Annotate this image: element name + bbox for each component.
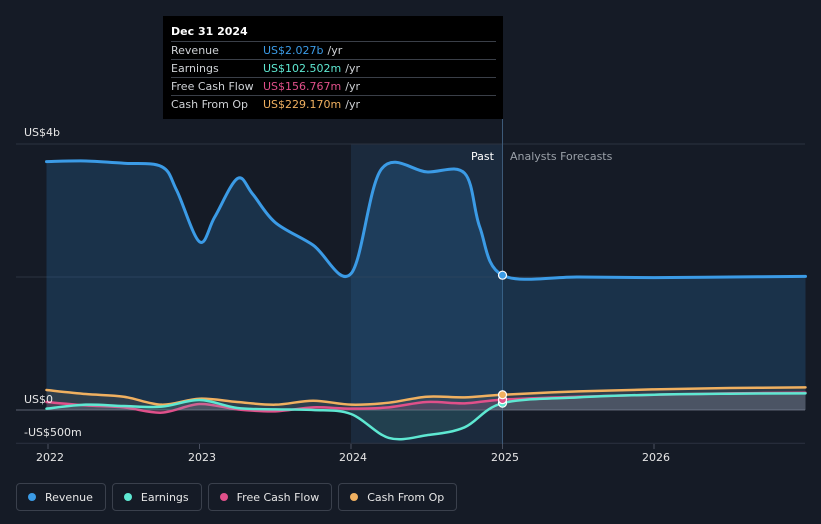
tooltip-unit: /yr	[345, 62, 360, 75]
x-tick-2023: 2023	[188, 451, 216, 464]
earnings-area	[46, 393, 806, 440]
y-tick-top: US$4b	[24, 126, 61, 139]
legend: Revenue Earnings Free Cash Flow Cash Fro…	[16, 483, 458, 511]
tooltip-row-free-cash-flow: Free Cash Flow US$156.767m /yr	[171, 77, 496, 95]
free-cash-flow-dot-icon	[219, 493, 228, 501]
legend-item-earnings[interactable]: Earnings	[111, 483, 202, 511]
tooltip-unit: /yr	[345, 80, 360, 93]
legend-item-revenue[interactable]: Revenue	[16, 483, 106, 511]
y-tick-zero: US$0	[24, 393, 54, 406]
legend-label: Cash From Op	[367, 490, 445, 504]
legend-label: Earnings	[140, 490, 189, 504]
past-highlight-region	[351, 144, 503, 444]
legend-label: Free Cash Flow	[236, 490, 320, 504]
earnings-line	[45, 392, 807, 441]
tooltip-value: US$229.170m	[263, 98, 342, 111]
x-tick-2026: 2026	[642, 451, 670, 464]
cash-from-op-dot-icon	[350, 493, 359, 501]
revenue-dot-icon	[28, 493, 36, 501]
tooltip-row-earnings: Earnings US$102.502m /yr	[171, 59, 496, 77]
forecast-label: Analysts Forecasts	[510, 150, 613, 163]
legend-item-cash-from-op[interactable]: Cash From Op	[338, 483, 458, 511]
cash-from-op-line	[45, 386, 807, 406]
tooltip-value: US$102.502m	[263, 62, 342, 75]
y-tick-bottom: -US$500m	[24, 426, 82, 439]
tooltip-row-revenue: Revenue US$2.027b /yr	[171, 41, 496, 59]
tooltip: Dec 31 2024 Revenue US$2.027b /yr Earnin…	[163, 16, 503, 119]
tooltip-value: US$2.027b	[263, 44, 324, 57]
revenue-area	[46, 160, 806, 410]
x-tick-2025: 2025	[491, 451, 519, 464]
tooltip-date: Dec 31 2024	[171, 25, 248, 38]
past-label: Past	[471, 150, 494, 163]
cash-from-op-area	[46, 387, 806, 410]
earnings-dot-icon	[123, 493, 132, 501]
tooltip-unit: /yr	[327, 44, 343, 57]
legend-item-free-cash-flow[interactable]: Free Cash Flow	[207, 483, 333, 511]
tooltip-label: Free Cash Flow	[171, 80, 254, 93]
revenue-line	[44, 159, 807, 281]
x-tick-2022: 2022	[36, 451, 64, 464]
tooltip-value: US$156.767m	[263, 80, 342, 93]
x-tick-2024: 2024	[339, 451, 367, 464]
tooltip-row-cash-from-op: Cash From Op US$229.170m /yr	[171, 95, 496, 113]
tooltip-label: Revenue	[171, 44, 219, 57]
tooltip-unit: /yr	[345, 98, 360, 111]
cash-from-op-point	[497, 390, 508, 400]
revenue-point	[497, 270, 508, 280]
tooltip-label: Earnings	[171, 62, 219, 75]
legend-label: Revenue	[45, 490, 93, 504]
tooltip-label: Cash From Op	[171, 98, 249, 111]
